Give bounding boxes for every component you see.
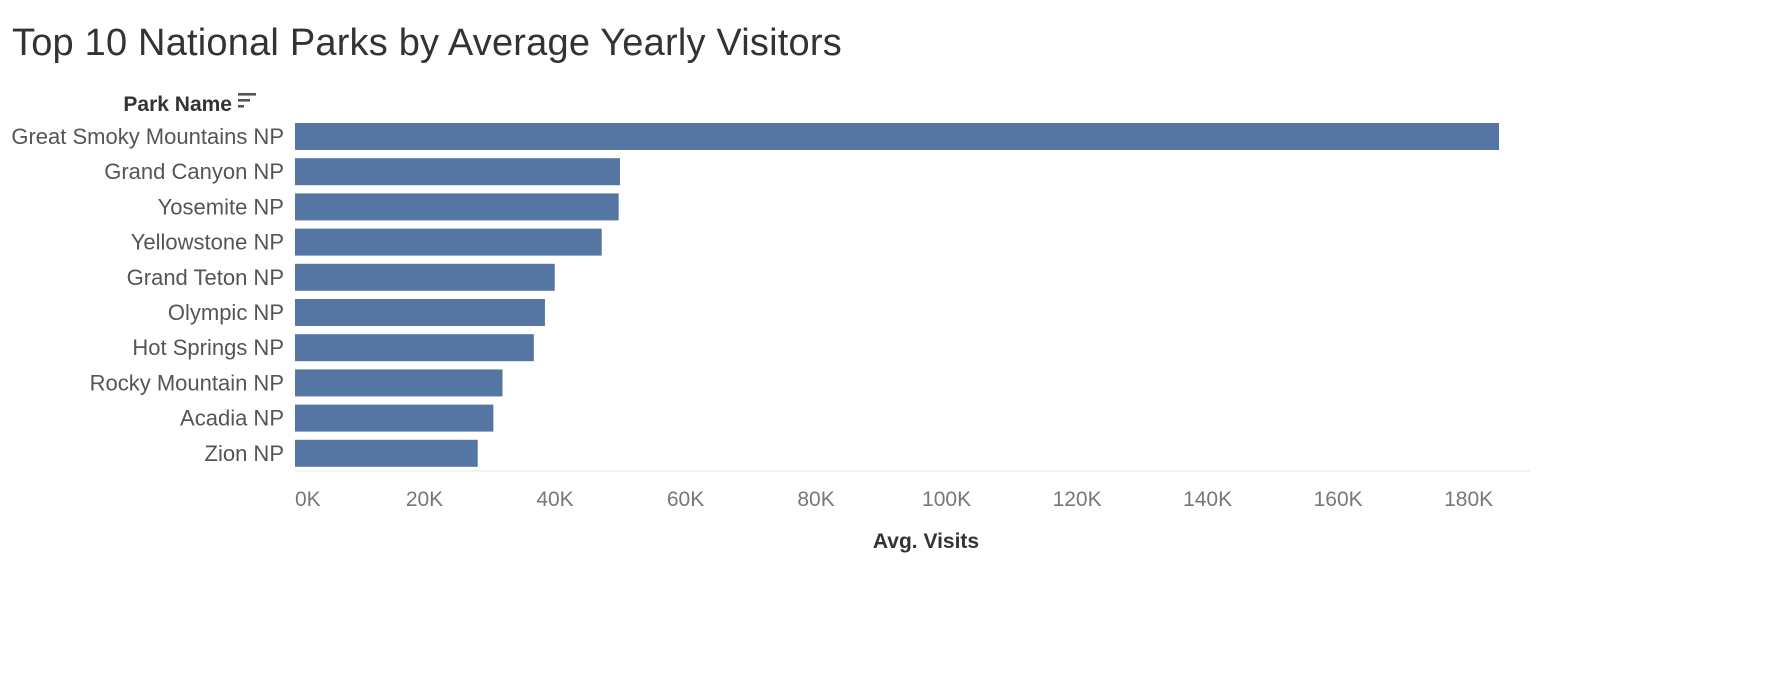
bar[interactable] xyxy=(295,193,619,221)
x-tick-label: 40K xyxy=(536,488,573,511)
category-label[interactable]: Grand Canyon NP xyxy=(104,159,284,184)
bars-group xyxy=(295,123,1499,467)
x-tick-labels-group: 0K 20K 40K 60K 80K 100K 120K 140K 160K 180K xyxy=(295,488,1493,511)
category-label[interactable]: Yosemite NP xyxy=(158,194,284,219)
x-tick-label: 60K xyxy=(667,488,704,511)
sort-descending-icon[interactable] xyxy=(238,93,256,108)
category-label[interactable]: Acadia NP xyxy=(180,406,284,431)
x-tick-label: 120K xyxy=(1053,488,1102,511)
x-tick-label: 80K xyxy=(797,488,834,511)
category-label[interactable]: Great Smoky Mountains NP xyxy=(11,124,284,149)
x-tick-label: 160K xyxy=(1314,488,1363,511)
bar[interactable] xyxy=(295,228,602,256)
category-label[interactable]: Grand Teton NP xyxy=(127,265,284,290)
bar[interactable] xyxy=(295,334,534,362)
category-label[interactable]: Zion NP xyxy=(205,441,284,466)
x-axis-title: Avg. Visits xyxy=(873,530,979,553)
bar[interactable] xyxy=(295,439,478,467)
bar[interactable] xyxy=(295,369,503,397)
bar[interactable] xyxy=(295,123,1499,150)
category-labels-group: Great Smoky Mountains NP Grand Canyon NP Y… xyxy=(11,124,284,466)
category-label[interactable]: Yellowstone NP xyxy=(131,230,284,255)
x-tick-label: 140K xyxy=(1183,488,1232,511)
chart-title: Top 10 National Parks by Average Yearly … xyxy=(12,22,842,64)
x-tick-label: 180K xyxy=(1444,488,1493,511)
x-tick-label: 20K xyxy=(406,488,443,511)
axis-header-group: Park Name xyxy=(123,93,256,116)
bar[interactable] xyxy=(295,299,545,326)
category-label[interactable]: Olympic NP xyxy=(168,300,284,325)
category-label[interactable]: Rocky Mountain NP xyxy=(90,370,284,395)
y-axis-title[interactable]: Park Name xyxy=(123,93,232,116)
x-tick-label: 100K xyxy=(922,488,971,511)
category-label[interactable]: Hot Springs NP xyxy=(132,335,284,360)
bar[interactable] xyxy=(295,404,494,432)
x-tick-label: 0K xyxy=(295,488,321,511)
bar[interactable] xyxy=(295,263,555,291)
bar[interactable] xyxy=(295,158,620,186)
